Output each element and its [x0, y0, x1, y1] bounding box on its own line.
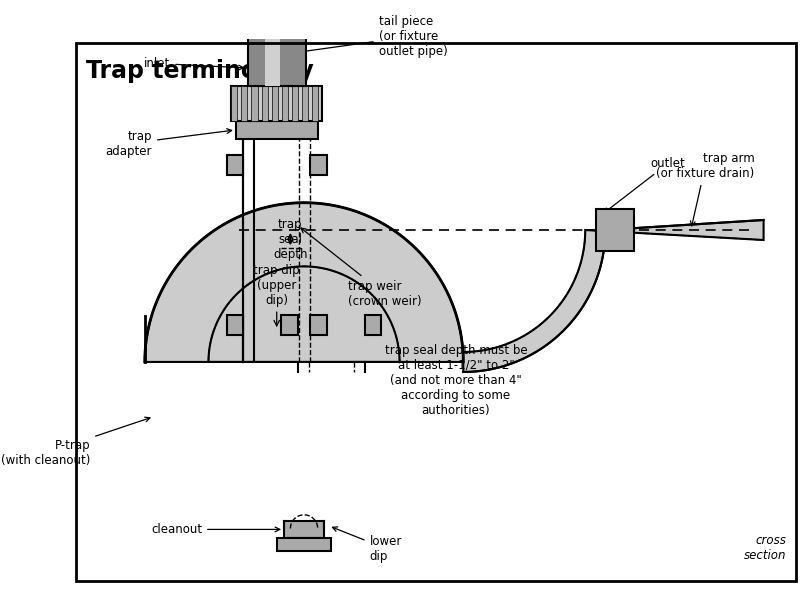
Text: cleanout: cleanout — [151, 523, 280, 536]
Text: tail piece
(or fixture
outlet pipe): tail piece (or fixture outlet pipe) — [286, 14, 447, 58]
Bar — [277, 538, 331, 551]
Text: Trap terminology: Trap terminology — [86, 59, 314, 83]
Bar — [265, 36, 280, 86]
Text: trap dip
(upper
dip): trap dip (upper dip) — [254, 265, 300, 307]
Bar — [310, 314, 326, 335]
Bar — [236, 121, 318, 139]
Polygon shape — [248, 20, 306, 36]
Bar — [302, 86, 308, 121]
Bar — [284, 521, 324, 538]
Bar — [312, 86, 318, 121]
Bar — [248, 36, 306, 86]
Bar — [596, 209, 634, 251]
Polygon shape — [145, 203, 463, 362]
Bar — [282, 86, 288, 121]
Bar — [226, 155, 243, 175]
Bar — [254, 248, 299, 362]
Bar — [282, 314, 298, 335]
Bar — [242, 86, 247, 121]
Text: trap seal depth must be
at least 1-1/2" to 2"
(and not more than 4"
according to: trap seal depth must be at least 1-1/2" … — [385, 344, 527, 416]
Text: cross
section: cross section — [744, 534, 786, 562]
Text: trap weir
(crown weir): trap weir (crown weir) — [301, 228, 422, 308]
Bar — [226, 314, 243, 335]
Text: trap
adapter: trap adapter — [106, 128, 232, 158]
Polygon shape — [145, 203, 463, 362]
Text: trap arm
(or fixture drain): trap arm (or fixture drain) — [656, 152, 754, 226]
Bar — [310, 155, 326, 175]
Text: P-trap
(with cleanout): P-trap (with cleanout) — [1, 417, 150, 467]
Bar — [365, 314, 382, 335]
Bar — [231, 86, 238, 121]
Bar — [272, 86, 278, 121]
Text: inlet: inlet — [144, 57, 243, 70]
Polygon shape — [463, 220, 763, 372]
Text: lower
dip: lower dip — [333, 527, 402, 563]
Text: trap
seal
depth: trap seal depth — [273, 218, 308, 260]
Bar — [231, 86, 322, 121]
Text: outlet: outlet — [604, 157, 686, 213]
Bar — [251, 86, 258, 121]
Bar — [262, 86, 268, 121]
Bar — [292, 86, 298, 121]
